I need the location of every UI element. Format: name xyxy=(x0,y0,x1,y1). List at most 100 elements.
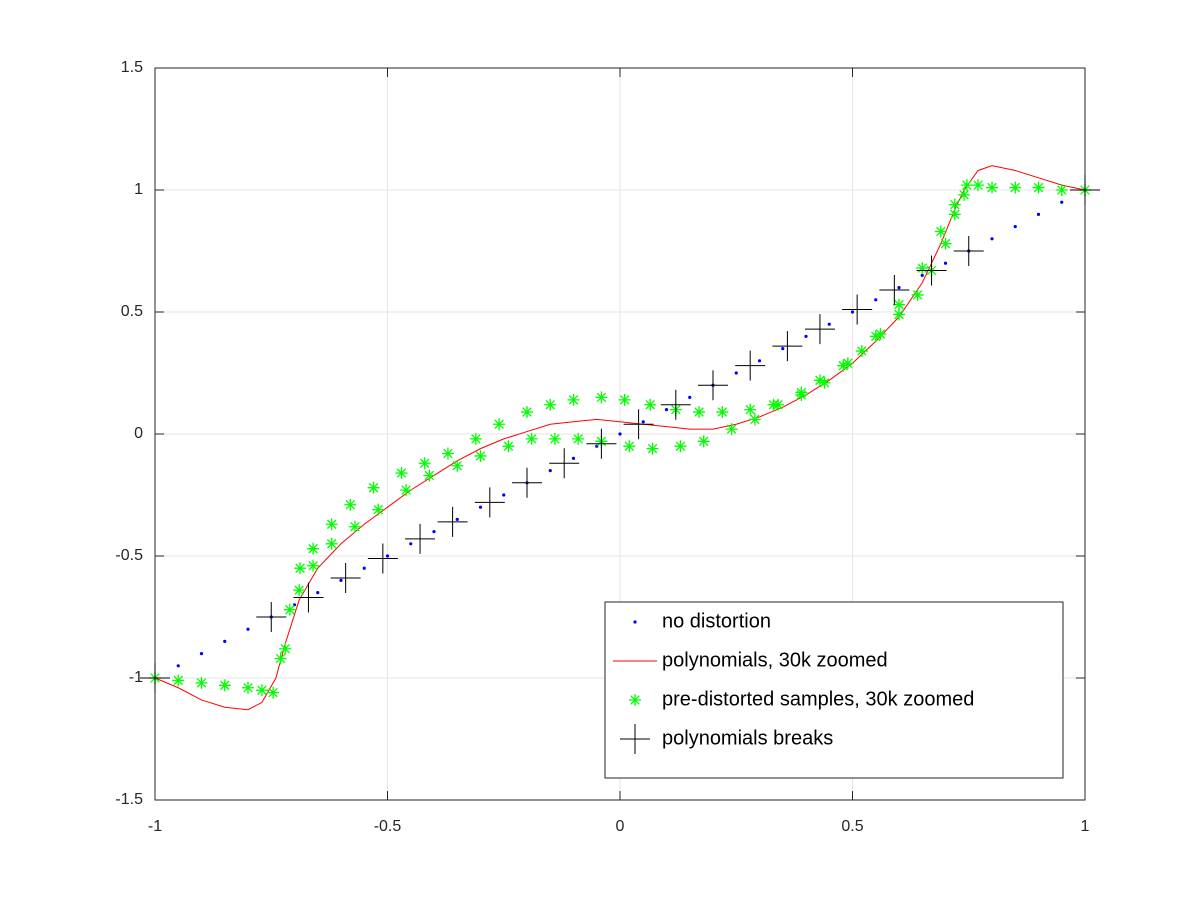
data-point xyxy=(423,469,436,482)
data-point xyxy=(757,359,762,363)
data-point xyxy=(348,520,361,533)
x-tick-label: 0 xyxy=(616,818,625,835)
data-point xyxy=(502,493,506,497)
data-point xyxy=(586,428,617,459)
data-point xyxy=(293,584,306,597)
data-point xyxy=(330,562,361,593)
data-point xyxy=(660,389,691,420)
data-point xyxy=(623,409,654,440)
data-point xyxy=(512,467,542,498)
data-point xyxy=(869,330,882,343)
data-point xyxy=(744,403,757,416)
data-point xyxy=(943,261,948,265)
data-point xyxy=(172,674,185,687)
data-point xyxy=(199,652,204,656)
data-point xyxy=(451,459,464,472)
data-point xyxy=(664,408,669,412)
data-point xyxy=(432,530,436,534)
data-point xyxy=(409,542,413,546)
data-point xyxy=(897,286,901,290)
y-tick-label: 1.5 xyxy=(121,59,143,76)
data-point xyxy=(1055,184,1068,196)
data-point xyxy=(735,350,766,381)
data-point xyxy=(842,294,873,325)
data-point xyxy=(893,308,905,321)
data-point xyxy=(697,435,710,448)
data-point xyxy=(916,255,947,286)
data-point xyxy=(1032,181,1045,194)
data-point xyxy=(618,393,631,406)
data-point xyxy=(827,322,831,326)
data-point xyxy=(893,298,905,311)
legend-swatch xyxy=(629,694,641,706)
data-point xyxy=(641,420,645,424)
data-point xyxy=(953,236,984,266)
data-point xyxy=(567,393,580,406)
data-point xyxy=(804,334,808,338)
data-point xyxy=(400,484,413,497)
data-point xyxy=(960,179,973,192)
data-point xyxy=(367,481,380,494)
data-point xyxy=(734,371,738,375)
data-point xyxy=(818,376,831,389)
legend-label: polynomials, 30k zoomed xyxy=(662,649,888,671)
data-point xyxy=(939,237,952,250)
data-point xyxy=(418,457,431,470)
data-point xyxy=(674,440,687,453)
data-point xyxy=(474,487,505,518)
data-point xyxy=(525,432,538,445)
data-point xyxy=(1013,225,1017,229)
y-tick-label: 1 xyxy=(134,181,143,198)
y-tick-label: -0.5 xyxy=(115,547,143,564)
data-point xyxy=(571,456,576,460)
data-point xyxy=(223,639,227,644)
data-point xyxy=(948,208,961,221)
data-point xyxy=(316,591,320,595)
data-point xyxy=(548,432,561,445)
data-point xyxy=(521,406,533,419)
data-point xyxy=(644,398,657,411)
x-tick-label: -0.5 xyxy=(374,818,402,835)
data-point xyxy=(176,664,180,668)
data-point xyxy=(372,503,385,516)
data-point xyxy=(855,345,868,358)
data-point xyxy=(441,447,454,460)
data-line xyxy=(154,165,1086,711)
data-point xyxy=(911,288,924,301)
data-point xyxy=(502,440,515,453)
data-point xyxy=(572,432,585,445)
data-point xyxy=(934,225,947,238)
data-point xyxy=(767,398,780,411)
data-point xyxy=(437,506,468,537)
data-point xyxy=(218,679,231,692)
data-point xyxy=(493,418,506,431)
data-point xyxy=(874,298,878,302)
data-point xyxy=(716,406,729,419)
data-point xyxy=(841,357,854,370)
data-point xyxy=(242,681,254,694)
legend-swatch xyxy=(633,620,637,624)
y-tick-label: 0 xyxy=(134,425,143,442)
data-point xyxy=(385,554,390,558)
data-point xyxy=(549,448,580,479)
x-tick-label: -1 xyxy=(148,818,162,835)
y-tick-label: -1.5 xyxy=(115,791,143,808)
data-point xyxy=(804,314,835,345)
data-point xyxy=(267,686,280,699)
legend-box xyxy=(604,601,1064,779)
data-point xyxy=(246,627,250,631)
data-point xyxy=(813,374,826,387)
data-point xyxy=(795,388,808,401)
data-point xyxy=(646,442,659,455)
data-point xyxy=(255,684,268,697)
data-point xyxy=(874,327,887,340)
data-point xyxy=(972,179,985,192)
data-point xyxy=(293,582,324,613)
data-point xyxy=(325,518,338,531)
data-point xyxy=(990,237,994,241)
data-point xyxy=(140,663,170,693)
x-tick-label: 1 xyxy=(1081,818,1090,835)
data-point xyxy=(367,543,398,574)
data-point xyxy=(1009,181,1022,194)
